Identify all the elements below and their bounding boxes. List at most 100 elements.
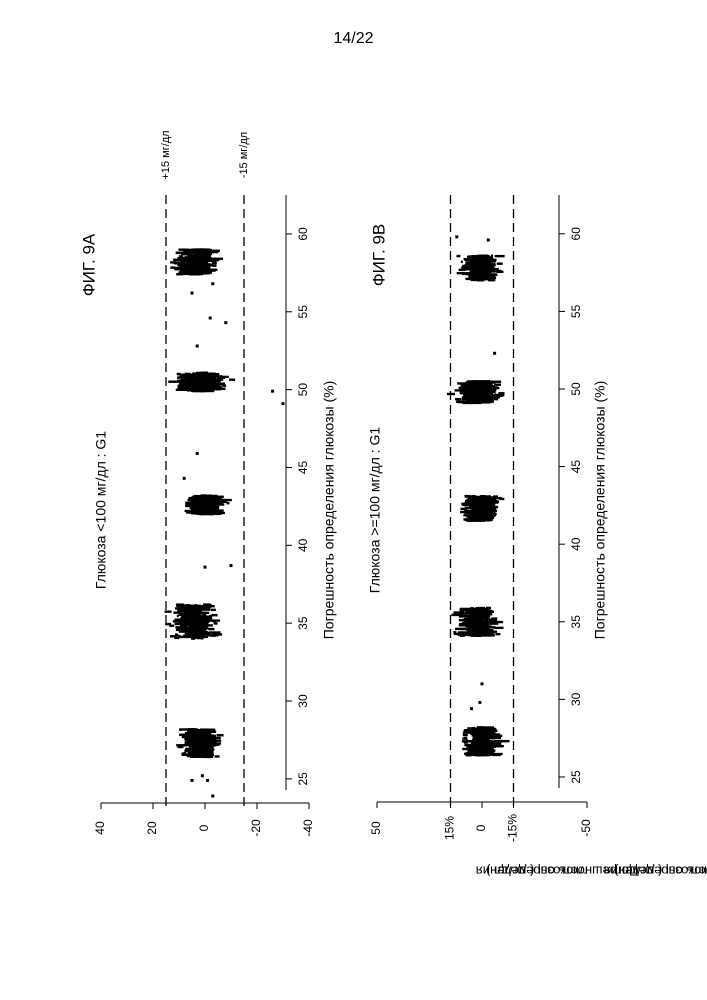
data-point [229,379,235,381]
data-point [498,740,510,742]
data-point [216,383,225,385]
data-point [495,730,497,732]
data-point [469,500,478,502]
x-tick-label: 50 [569,382,583,396]
data-point [494,384,501,386]
data-point [216,742,221,744]
data-point [217,734,224,736]
data-point [212,389,214,391]
y-tick-label: -20 [249,819,263,837]
y-tick-label: -50 [579,819,593,837]
reference-line-label: +15 мг/дл [160,130,172,179]
data-point [491,621,503,623]
data-point [461,615,470,617]
data-point [487,262,493,264]
data-point [473,386,476,388]
data-point [211,794,214,797]
data-point [173,259,179,261]
data-point [224,321,227,324]
x-tick-label: 60 [296,227,310,241]
x-tick-label: 50 [296,383,310,397]
data-point [200,383,206,385]
data-point [460,609,468,611]
data-point [461,503,469,505]
data-point [477,507,489,509]
data-point [491,617,497,619]
data-point [183,623,188,625]
y-tick-label: 15% [443,816,457,840]
data-point [192,606,197,608]
data-point [476,259,480,261]
data-point [486,747,492,749]
data-point [479,731,482,733]
data-point [471,751,479,753]
data-points [447,235,510,756]
y-tick-label: -40 [301,819,315,837]
figure-label: ФИГ. 9А [79,233,98,296]
data-point [495,510,497,512]
x-tick-label: 30 [296,694,310,708]
data-point [194,268,204,270]
data-point [471,614,480,616]
data-point [196,612,201,614]
data-point [185,740,187,742]
figure-label: ФИГ. 9В [369,224,388,287]
data-point [194,271,203,273]
data-point [197,496,201,498]
chart-panel-2: 5015%0-15%-502530354045505560Глюкоза >=1… [367,195,639,879]
data-point [211,496,222,498]
x-tick-label: 45 [296,460,310,474]
data-point [488,736,493,738]
data-point [457,382,466,384]
data-point [200,631,204,633]
data-point [207,634,218,636]
data-point [486,500,490,502]
y-tick-label: 0 [474,824,488,831]
data-point [197,250,206,252]
data-point [481,682,484,685]
data-point [466,393,470,395]
data-point [467,622,471,624]
data-point [495,255,505,257]
data-point [485,387,490,389]
data-point [208,628,214,630]
data-point [165,610,172,612]
data-point [471,394,474,396]
data-point [494,627,504,629]
data-point [201,374,206,376]
data-point [178,373,181,375]
data-point [492,395,503,397]
data-point [197,273,203,275]
data-point [174,620,185,622]
x-tick-label: 25 [569,770,583,784]
data-point [199,742,209,744]
data-point [478,754,490,756]
data-point [181,381,187,383]
data-point [220,499,232,501]
data-point [209,317,212,320]
data-point [185,259,190,261]
data-point [482,382,492,384]
data-point [487,749,495,751]
data-point [185,504,194,506]
data-point [200,745,212,747]
data-point [473,621,481,623]
data-point [499,498,504,500]
data-point [467,754,479,756]
data-point [168,380,175,382]
data-point [186,634,190,636]
data-point [212,262,217,264]
data-point [495,633,500,635]
data-point [214,501,223,503]
y-tick-label: 40 [93,821,107,835]
data-point [466,739,468,741]
data-point [196,749,198,751]
data-point [194,389,200,391]
data-point [182,735,190,737]
data-point [195,504,202,506]
data-point [210,512,220,514]
data-point [203,502,205,504]
data-point [482,279,484,281]
data-point [199,637,201,639]
